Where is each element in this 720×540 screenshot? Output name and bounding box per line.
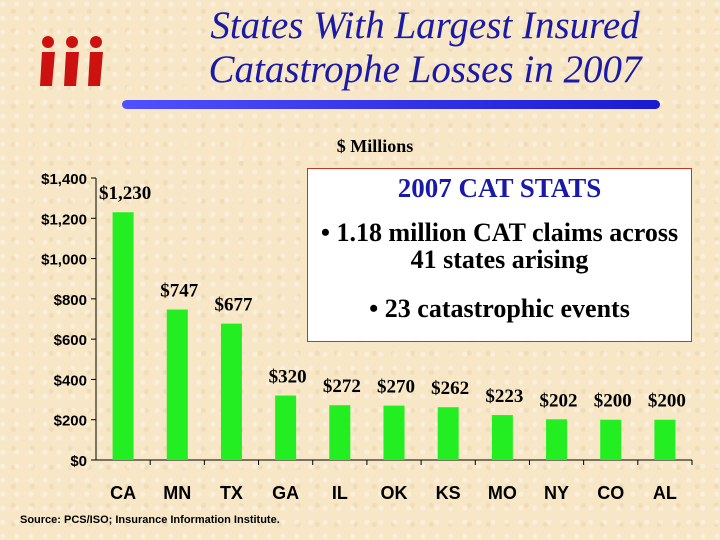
x-tick-label: MN: [163, 483, 191, 503]
data-label: $272: [323, 376, 361, 397]
cat-stat-claims: • 1.18 million CAT claims across 41 stat…: [320, 218, 679, 274]
y-tick-label: $1,000: [41, 252, 87, 269]
bar: [600, 419, 622, 460]
title-line-1: States With Largest Insured: [210, 4, 640, 47]
y-tick-label: $1,200: [41, 211, 87, 228]
title-divider: [122, 100, 660, 109]
y-tick-label: $400: [54, 372, 87, 389]
x-tick-label: OK: [381, 483, 408, 503]
x-tick-label: CO: [597, 483, 624, 503]
bar: [220, 323, 242, 460]
y-tick-label: $800: [54, 292, 87, 309]
chart-title: $ Millions: [337, 136, 414, 156]
x-tick-label: CA: [110, 483, 136, 503]
data-label: $677: [214, 295, 253, 316]
x-tick-label: IL: [332, 483, 348, 503]
bar: [112, 212, 134, 460]
y-tick-label: $0: [70, 453, 87, 470]
data-label: $1,230: [99, 183, 151, 204]
x-tick-label: AL: [653, 483, 677, 503]
bar: [654, 419, 676, 460]
x-tick-label: KS: [436, 483, 461, 503]
x-tick-label: MO: [488, 483, 517, 503]
bar: [166, 309, 188, 460]
data-label: $270: [377, 377, 415, 398]
data-label: $202: [540, 390, 578, 411]
data-label: $200: [594, 391, 632, 412]
cat-stats-heading: 2007 CAT STATS: [397, 173, 602, 203]
bar: [546, 419, 568, 460]
iii-logo: [40, 36, 103, 86]
source-note: Source: PCS/ISO; Insurance Information I…: [20, 514, 280, 526]
y-tick-label: $600: [54, 332, 87, 349]
cat-stats-box: 2007 CAT STATS • 1.18 million CAT claims…: [307, 168, 692, 342]
x-tick-label: NY: [544, 483, 569, 503]
data-label: $223: [485, 386, 523, 407]
bar: [491, 415, 513, 460]
y-tick-label: $1,400: [41, 171, 87, 188]
title-line-2: Catastrophe Losses in 2007: [208, 48, 642, 91]
slide-title: States With Largest Insured Catastrophe …: [160, 4, 690, 92]
bar: [383, 405, 405, 460]
y-tick-label: $200: [54, 413, 87, 430]
x-tick-label: TX: [220, 483, 243, 503]
data-label: $200: [648, 391, 686, 412]
data-label: $320: [269, 367, 307, 388]
data-label: $747: [160, 281, 199, 302]
cat-stat-events: • 23 catastrophic events: [369, 294, 630, 323]
data-label: $262: [431, 378, 469, 399]
bar: [275, 395, 297, 460]
bar: [437, 407, 459, 460]
bar: [329, 405, 351, 460]
x-tick-label: GA: [272, 483, 299, 503]
